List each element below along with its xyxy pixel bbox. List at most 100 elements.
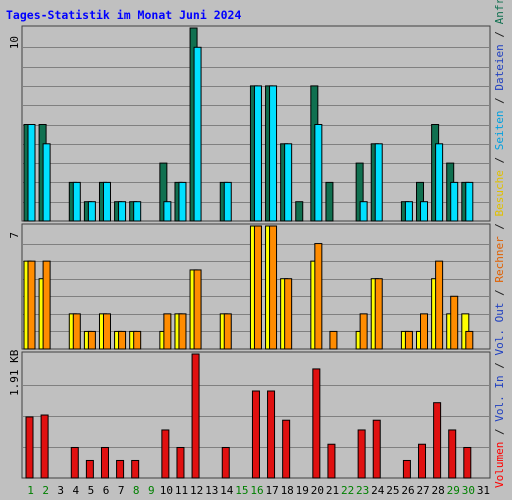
legend-part-14: Anfragen: [493, 0, 506, 24]
bar-volumen-day-16: [251, 390, 260, 479]
x-tick-label-day-10: 10: [160, 484, 173, 497]
x-tick-label-day-17: 17: [265, 484, 278, 497]
bar-dateien-day-2: [42, 143, 51, 222]
bar-rechner-day-14: [223, 313, 232, 350]
bar-rechner-day-30: [465, 330, 474, 350]
bar-rechner-day-2: [42, 260, 51, 350]
x-tick-label-day-18: 18: [281, 484, 294, 497]
x-tick-label-day-25: 25: [386, 484, 399, 497]
x-tick-label-day-13: 13: [205, 484, 218, 497]
x-tick-label-day-19: 19: [296, 484, 309, 497]
legend-part-1: /: [493, 422, 506, 442]
bar-volumen-day-2: [40, 414, 49, 479]
legend-part-12: Dateien: [493, 44, 506, 90]
bar-rechner-day-26: [404, 330, 413, 350]
legend-part-7: /: [493, 216, 506, 236]
x-tick-label-day-29: 29: [447, 484, 460, 497]
bar-volumen-day-17: [267, 390, 276, 479]
bar-volumen-day-1: [25, 416, 34, 479]
bar-anfragen-day-21: [325, 181, 334, 222]
bar-dateien-day-24: [374, 143, 383, 222]
bar-dateien-day-4: [72, 181, 81, 222]
x-axis-labels: 1 2 3 4 5 6 7 8 9 10 11 12 13 14 15 16 17 18 19 20 21 22 23 24 2…: [27, 484, 490, 497]
bar-rechner-day-23: [359, 313, 368, 350]
right-legend: Volumen / Vol. In / Vol. Out / Rechner /…: [493, 0, 506, 488]
bar-dateien-day-11: [178, 181, 187, 222]
bar-dateien-day-30: [465, 181, 474, 222]
x-tick-label-day-15: 15: [235, 484, 248, 497]
legend-part-5: /: [493, 283, 506, 303]
bar-rechner-day-11: [178, 313, 187, 350]
bar-dateien-day-7: [118, 201, 127, 222]
x-tick-label-day-28: 28: [432, 484, 445, 497]
bar-rechner-day-27: [420, 313, 429, 350]
bar-rechner-day-18: [284, 278, 293, 350]
bar-volumen-day-6: [100, 446, 109, 479]
bar-rechner-day-17: [269, 225, 278, 350]
bar-rechner-day-1: [27, 260, 36, 350]
x-tick-label-day-27: 27: [416, 484, 429, 497]
bar-rechner-day-4: [72, 313, 81, 350]
x-tick-label-day-26: 26: [401, 484, 414, 497]
bars: [23, 27, 474, 479]
bar-rechner-day-12: [193, 269, 202, 350]
bar-volumen-day-18: [282, 419, 291, 479]
x-tick-label-day-12: 12: [190, 484, 203, 497]
bar-rechner-day-29: [450, 295, 459, 350]
x-tick-label-day-7: 7: [118, 484, 125, 497]
labels: Tages-Statistik im Monat Juni 2024 10 7 …: [6, 0, 506, 488]
chart-title: Tages-Statistik im Monat Juni 2024: [6, 8, 241, 22]
legend-part-2: Vol. In: [493, 375, 506, 421]
bar-rechner-day-5: [87, 330, 96, 350]
panel3-max-label: 1.91 KB: [8, 349, 21, 396]
bar-dateien-day-18: [284, 143, 293, 222]
legend-part-11: /: [493, 91, 506, 111]
x-tick-label-day-14: 14: [220, 484, 234, 497]
x-tick-label-day-24: 24: [371, 484, 385, 497]
legend-part-4: Vol. Out: [493, 303, 506, 356]
bar-volumen-day-4: [70, 446, 79, 479]
x-tick-label-day-2: 2: [42, 484, 49, 497]
bar-rechner-day-6: [102, 313, 111, 350]
x-tick-label-day-6: 6: [103, 484, 110, 497]
bar-dateien-day-1: [27, 124, 36, 222]
legend-part-0: Volumen: [493, 442, 506, 488]
bar-volumen-day-28: [433, 402, 442, 479]
bar-volumen-day-29: [448, 429, 457, 479]
bar-volumen-day-5: [85, 459, 94, 479]
bar-dateien-day-17: [269, 85, 278, 222]
bar-volumen-day-26: [402, 459, 411, 479]
x-tick-label-day-3: 3: [57, 484, 64, 497]
bar-dateien-day-20: [314, 124, 323, 222]
bar-volumen-day-14: [221, 446, 230, 479]
bar-dateien-day-6: [102, 181, 111, 222]
bar-volumen-day-23: [357, 429, 366, 479]
x-tick-label-day-21: 21: [326, 484, 339, 497]
bar-volumen-day-21: [327, 443, 336, 479]
bar-volumen-day-24: [372, 419, 381, 479]
bar-dateien-day-8: [133, 201, 142, 222]
bar-dateien-day-16: [253, 85, 262, 222]
bar-rechner-day-28: [435, 260, 444, 350]
legend-part-8: Besuche: [493, 170, 506, 216]
bar-volumen-day-7: [116, 459, 125, 479]
bar-volumen-day-27: [418, 443, 427, 479]
x-tick-label-day-16: 16: [250, 484, 263, 497]
legend-part-10: Seiten: [493, 110, 506, 150]
bar-dateien-day-29: [450, 181, 459, 222]
bar-volumen-day-20: [312, 368, 321, 479]
bar-dateien-day-26: [404, 201, 413, 222]
legend-part-9: /: [493, 150, 506, 170]
bar-dateien-day-10: [163, 201, 172, 222]
x-tick-label-day-5: 5: [88, 484, 95, 497]
bar-rechner-day-7: [118, 330, 127, 350]
bar-volumen-day-12: [191, 353, 200, 479]
x-tick-label-day-23: 23: [356, 484, 369, 497]
legend-part-3: /: [493, 356, 506, 376]
bar-dateien-day-5: [87, 201, 96, 222]
bar-dateien-day-23: [359, 201, 368, 222]
x-tick-label-day-11: 11: [175, 484, 188, 497]
bar-volumen-day-8: [131, 459, 140, 479]
